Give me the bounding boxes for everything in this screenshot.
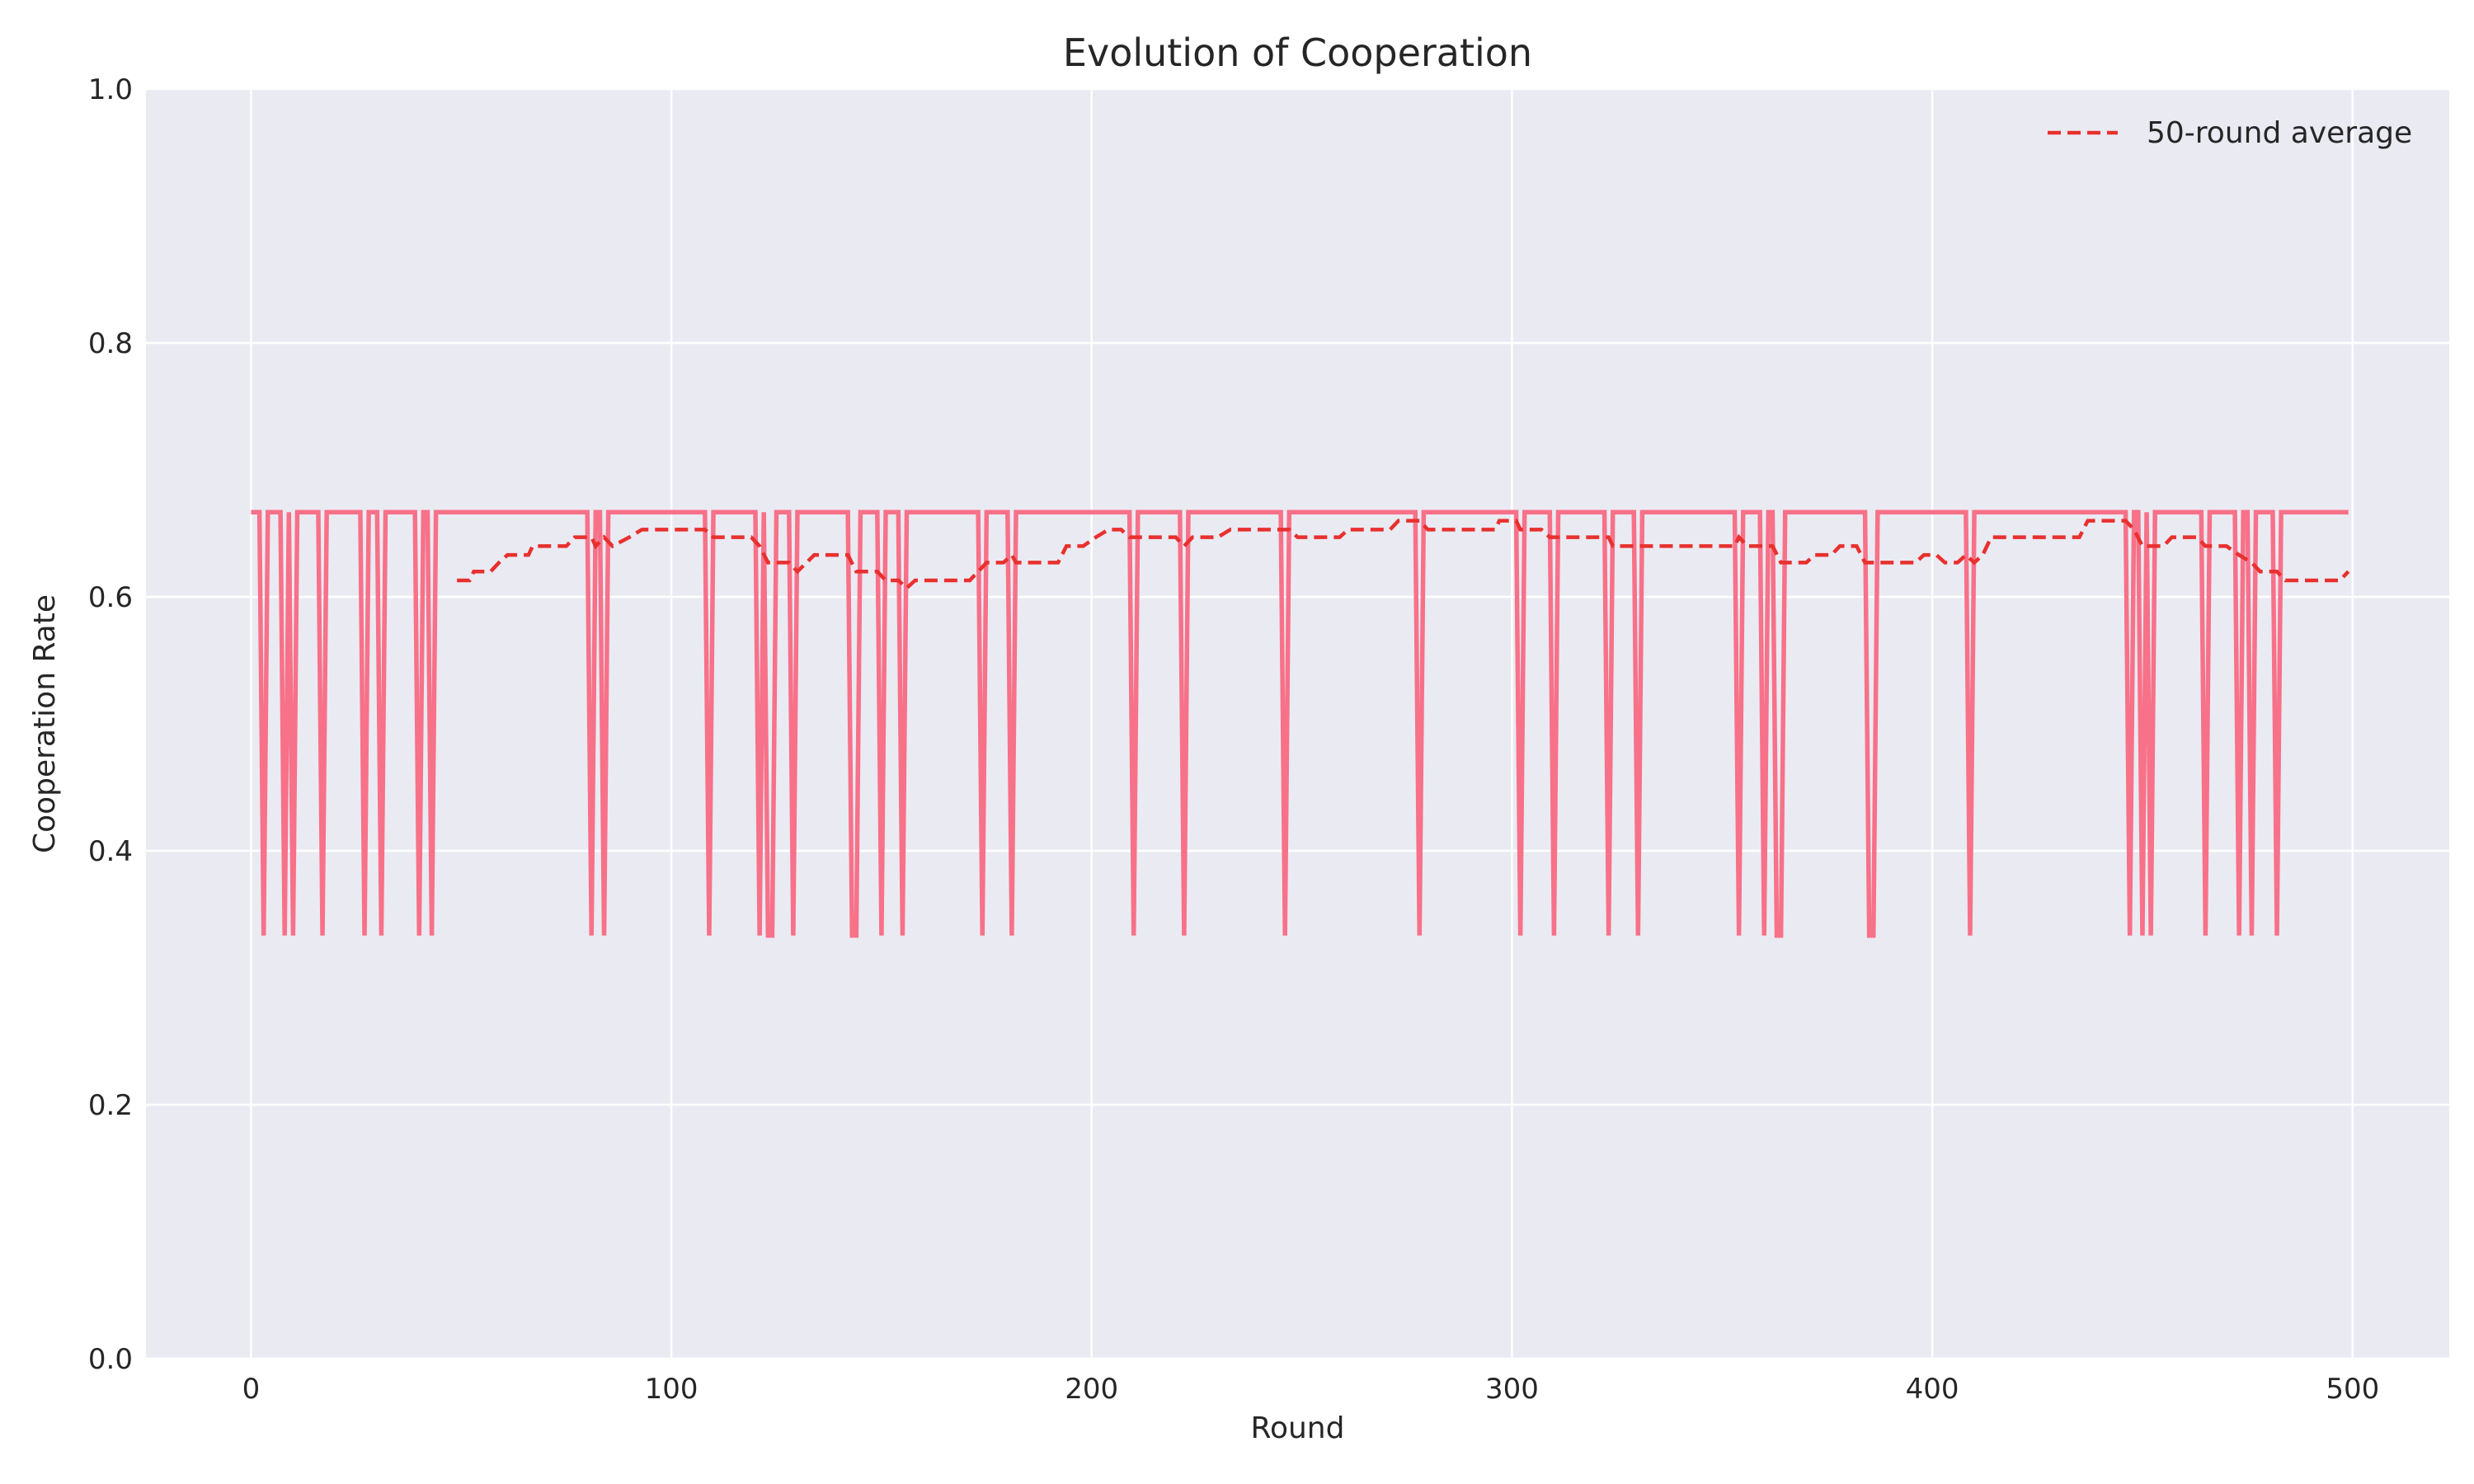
y-tick-label: 0.4 — [88, 835, 133, 868]
x-tick-label: 200 — [1065, 1373, 1118, 1406]
chart-title: Evolution of Cooperation — [1063, 31, 1532, 75]
x-tick-label: 0 — [242, 1373, 261, 1406]
x-tick-label: 400 — [1906, 1373, 1959, 1406]
x-tick-label: 500 — [2326, 1373, 2379, 1406]
tick-labels: 0 100 200 300 400 500 0.0 0.2 0.4 0.6 0.8 1.0 — [88, 73, 2379, 1406]
series-layer — [251, 510, 2350, 938]
x-tick-label: 300 — [1485, 1373, 1539, 1406]
grid-lines — [146, 87, 2449, 1360]
y-tick-label: 0.6 — [88, 581, 133, 614]
series-line-50-round-average — [457, 519, 2350, 591]
x-axis-label: Round — [1251, 1411, 1345, 1445]
plot-area — [146, 89, 2449, 1359]
legend: 50-round average — [2048, 116, 2412, 150]
y-tick-label: 0.8 — [88, 327, 133, 360]
legend-label-avg: 50-round average — [2147, 116, 2412, 150]
y-axis-label: Cooperation Rate — [28, 594, 62, 853]
y-tick-label: 0.2 — [88, 1089, 133, 1122]
x-tick-label: 100 — [645, 1373, 698, 1406]
series-line-cooperation-rate — [251, 510, 2349, 938]
y-tick-label: 0.0 — [88, 1343, 133, 1376]
y-tick-label: 1.0 — [88, 73, 133, 106]
